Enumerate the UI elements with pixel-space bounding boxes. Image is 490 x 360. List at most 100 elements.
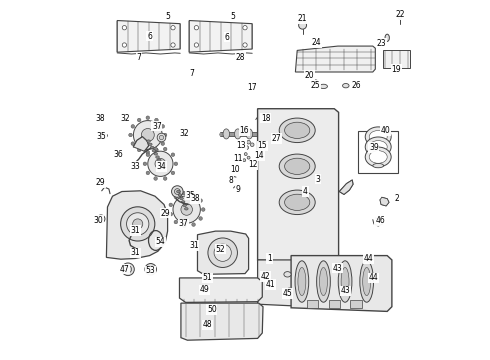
Ellipse shape [285, 194, 310, 210]
Ellipse shape [398, 13, 402, 19]
Ellipse shape [369, 141, 387, 153]
Ellipse shape [223, 129, 229, 139]
Polygon shape [380, 197, 389, 206]
Text: 15: 15 [257, 141, 267, 150]
Text: 10: 10 [230, 165, 240, 174]
Ellipse shape [369, 151, 387, 163]
Ellipse shape [159, 135, 164, 140]
Ellipse shape [243, 43, 247, 47]
Ellipse shape [279, 190, 315, 215]
Ellipse shape [298, 267, 306, 296]
Ellipse shape [360, 261, 373, 302]
Ellipse shape [146, 150, 149, 154]
Ellipse shape [181, 201, 185, 203]
Text: 30: 30 [93, 216, 103, 225]
Text: 20: 20 [305, 71, 315, 80]
Ellipse shape [122, 43, 126, 47]
Text: 45: 45 [283, 289, 293, 298]
Ellipse shape [156, 156, 159, 158]
Bar [358, 131, 398, 173]
Ellipse shape [171, 43, 175, 47]
Text: 16: 16 [240, 126, 249, 135]
Ellipse shape [124, 266, 132, 273]
Ellipse shape [281, 129, 287, 139]
Ellipse shape [163, 133, 167, 137]
Ellipse shape [163, 147, 167, 151]
Ellipse shape [155, 118, 158, 122]
Ellipse shape [258, 129, 264, 139]
Text: 1: 1 [267, 254, 272, 263]
Ellipse shape [146, 116, 149, 120]
Text: 23: 23 [376, 39, 386, 48]
Ellipse shape [192, 193, 196, 196]
Ellipse shape [126, 213, 149, 235]
Ellipse shape [319, 267, 327, 296]
Ellipse shape [131, 125, 135, 128]
Ellipse shape [317, 261, 330, 302]
Ellipse shape [174, 189, 180, 194]
Text: 6: 6 [147, 32, 152, 41]
Text: 44: 44 [363, 254, 373, 263]
Ellipse shape [150, 146, 154, 149]
Ellipse shape [194, 43, 198, 47]
Ellipse shape [201, 208, 205, 211]
Text: 43: 43 [340, 287, 350, 295]
Ellipse shape [250, 143, 254, 147]
Ellipse shape [182, 224, 186, 228]
Ellipse shape [154, 153, 157, 155]
Ellipse shape [163, 177, 167, 180]
Text: 31: 31 [189, 241, 198, 250]
Ellipse shape [338, 261, 352, 302]
Ellipse shape [247, 140, 250, 144]
Polygon shape [189, 21, 252, 52]
Text: 14: 14 [255, 151, 264, 160]
Ellipse shape [214, 244, 231, 261]
Polygon shape [133, 137, 148, 151]
Ellipse shape [169, 212, 172, 216]
Ellipse shape [243, 159, 245, 162]
Polygon shape [179, 278, 262, 302]
Text: 4: 4 [303, 187, 308, 196]
Ellipse shape [192, 223, 196, 226]
Ellipse shape [242, 126, 247, 130]
Ellipse shape [152, 149, 156, 152]
Text: 46: 46 [375, 216, 385, 225]
Text: 53: 53 [146, 266, 155, 275]
Text: 11: 11 [233, 154, 243, 163]
Text: 17: 17 [247, 83, 257, 92]
Ellipse shape [171, 153, 175, 157]
Text: 31: 31 [130, 248, 140, 257]
Ellipse shape [131, 142, 135, 145]
Text: 6: 6 [224, 33, 229, 42]
Ellipse shape [245, 153, 247, 156]
Text: 2: 2 [394, 194, 399, 203]
Ellipse shape [243, 26, 247, 30]
Ellipse shape [161, 142, 165, 145]
Ellipse shape [178, 194, 182, 196]
Ellipse shape [369, 130, 387, 143]
Ellipse shape [122, 263, 134, 276]
Ellipse shape [185, 207, 188, 210]
Text: 43: 43 [333, 264, 343, 273]
Text: 34: 34 [157, 162, 167, 171]
Text: 52: 52 [216, 245, 225, 253]
Ellipse shape [199, 217, 202, 220]
Ellipse shape [147, 140, 150, 143]
Text: 8: 8 [229, 176, 234, 185]
Text: 37: 37 [178, 220, 188, 229]
Text: 48: 48 [202, 320, 212, 329]
Ellipse shape [182, 191, 186, 195]
Text: 19: 19 [392, 65, 401, 74]
Text: 44: 44 [369, 274, 379, 282]
Ellipse shape [169, 203, 172, 207]
Text: 28: 28 [236, 53, 245, 62]
Text: 27: 27 [272, 134, 281, 143]
Ellipse shape [341, 267, 349, 296]
Ellipse shape [137, 118, 141, 122]
Ellipse shape [157, 133, 166, 142]
Bar [350, 300, 362, 308]
Ellipse shape [155, 148, 158, 152]
Text: 29: 29 [160, 209, 170, 217]
Polygon shape [291, 256, 392, 311]
Ellipse shape [154, 177, 157, 180]
